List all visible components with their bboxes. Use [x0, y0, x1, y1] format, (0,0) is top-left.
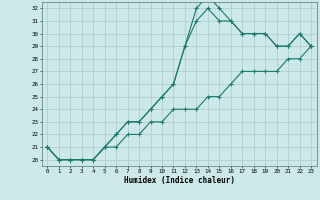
- X-axis label: Humidex (Indice chaleur): Humidex (Indice chaleur): [124, 176, 235, 185]
